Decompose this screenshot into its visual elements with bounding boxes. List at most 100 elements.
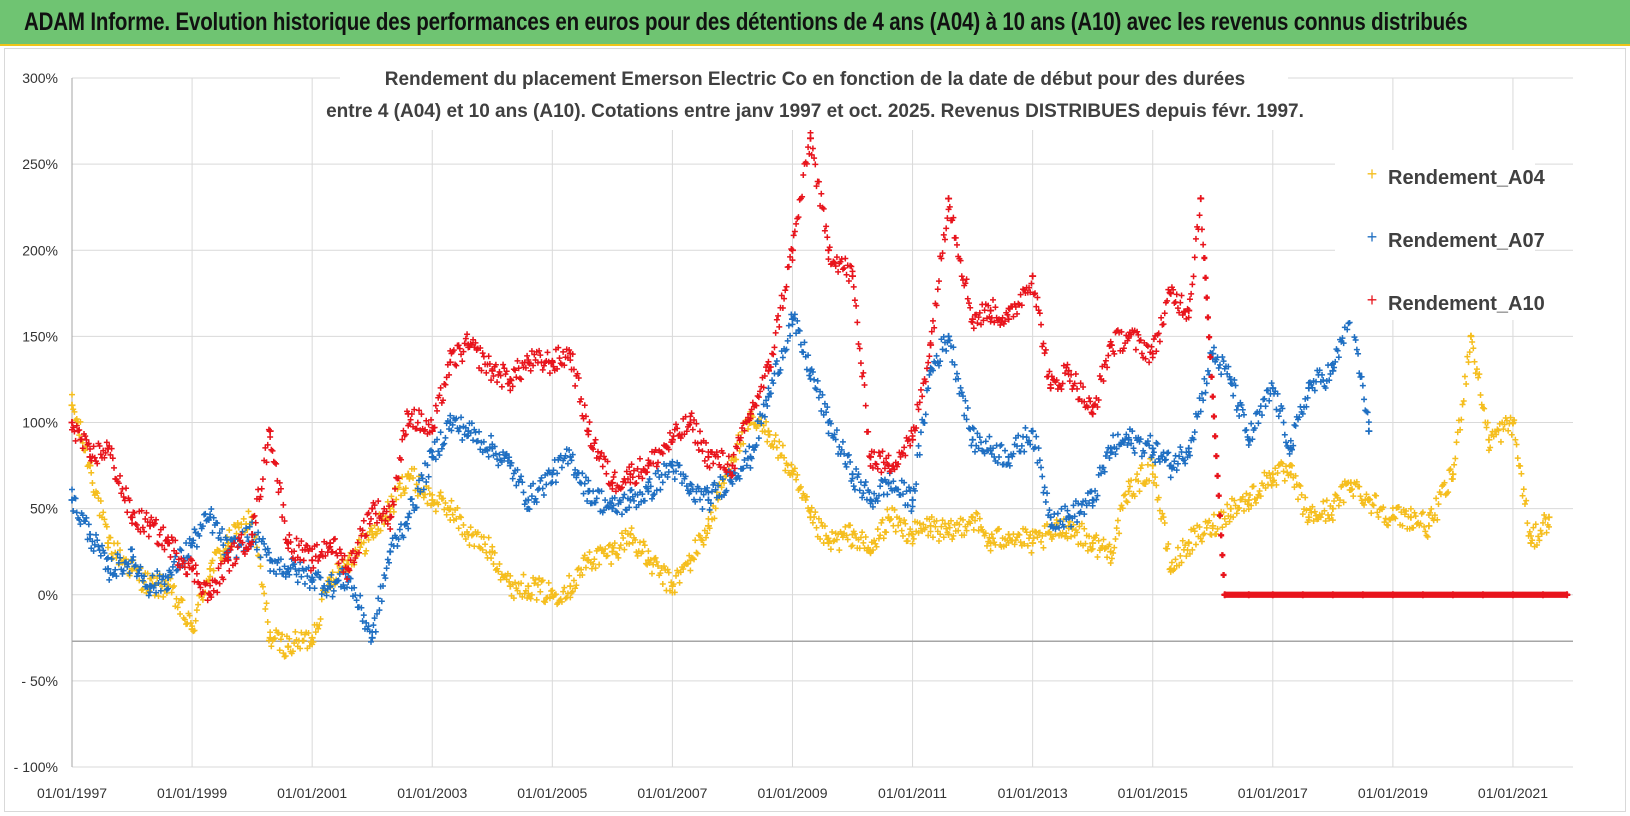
data-mark (1052, 531, 1059, 538)
data-mark (832, 436, 839, 443)
data-mark (255, 529, 262, 536)
data-mark (552, 479, 559, 486)
data-mark (1214, 472, 1221, 479)
data-mark (955, 375, 962, 382)
data-mark (850, 483, 857, 490)
data-mark (351, 584, 358, 591)
data-mark (1523, 497, 1530, 504)
data-mark (849, 542, 856, 549)
data-mark (516, 375, 523, 382)
data-mark (701, 457, 708, 464)
data-mark (1064, 535, 1071, 542)
data-mark (927, 528, 934, 535)
data-mark (1101, 546, 1108, 553)
data-mark (418, 472, 425, 479)
data-mark (721, 492, 728, 499)
data-mark (89, 480, 96, 487)
data-mark (839, 534, 846, 541)
data-mark (899, 532, 906, 539)
data-mark (659, 581, 666, 588)
data-mark (1191, 528, 1198, 535)
data-mark (1243, 490, 1250, 497)
data-mark (252, 519, 259, 526)
data-mark (113, 573, 120, 580)
data-mark (581, 552, 588, 559)
data-mark (375, 595, 382, 602)
data-mark (153, 589, 160, 596)
data-mark (1064, 507, 1071, 514)
data-mark (449, 511, 456, 518)
data-mark (1272, 465, 1279, 472)
data-mark (640, 538, 647, 545)
data-mark (704, 530, 711, 537)
legend-label-a10: Rendement_A10 (1388, 293, 1545, 315)
data-mark (257, 563, 264, 570)
data-mark (381, 572, 388, 579)
data-mark (1367, 496, 1374, 503)
data-mark (520, 571, 527, 578)
data-mark (494, 379, 501, 386)
data-mark (639, 491, 646, 498)
data-mark (157, 587, 164, 594)
data-mark (1016, 531, 1023, 538)
data-mark (1419, 509, 1426, 516)
x-tick-label: 01/01/1997 (37, 785, 107, 801)
data-mark (468, 420, 475, 427)
data-mark (1196, 524, 1203, 531)
data-mark (370, 622, 377, 629)
data-mark (769, 377, 776, 384)
data-mark (1107, 338, 1114, 345)
data-point (1365, 427, 1373, 435)
data-mark (496, 561, 503, 568)
data-mark (1190, 273, 1197, 280)
data-mark (648, 570, 655, 577)
data-mark (688, 410, 695, 417)
data-mark (300, 637, 307, 644)
data-mark (884, 506, 891, 513)
data-point (1125, 487, 1133, 495)
data-mark (895, 522, 902, 529)
data-mark (273, 570, 280, 577)
data-mark (815, 394, 822, 401)
data-mark (1302, 494, 1309, 501)
data-mark (485, 353, 492, 360)
data-mark (209, 529, 216, 536)
data-mark (776, 369, 783, 376)
data-mark (978, 439, 985, 446)
data-mark (328, 571, 335, 578)
data-mark (928, 513, 935, 520)
x-tick-label: 01/01/2021 (1478, 785, 1548, 801)
data-mark (396, 480, 403, 487)
data-mark (718, 484, 725, 491)
data-mark (548, 480, 555, 487)
data-mark (790, 314, 797, 321)
data-mark (1518, 470, 1525, 477)
data-mark (782, 347, 789, 354)
data-mark (620, 494, 627, 501)
data-mark (959, 393, 966, 400)
data-mark (1256, 488, 1263, 495)
data-mark (1192, 541, 1199, 548)
data-mark (1519, 492, 1526, 499)
data-mark (167, 554, 174, 561)
data-mark (901, 479, 908, 486)
data-mark (423, 478, 430, 485)
data-mark (1197, 195, 1204, 202)
data-mark (387, 525, 394, 532)
data-mark (178, 547, 185, 554)
data-mark (610, 474, 617, 481)
data-mark (590, 561, 597, 568)
data-mark (809, 368, 816, 375)
data-mark (853, 466, 860, 473)
data-mark (147, 589, 154, 596)
data-mark (1545, 523, 1552, 530)
data-mark (908, 508, 915, 515)
data-mark (766, 431, 773, 438)
data-mark (787, 332, 794, 339)
data-mark (323, 592, 330, 599)
data-mark (286, 531, 293, 538)
data-mark (843, 532, 850, 539)
data-mark (406, 510, 413, 517)
data-mark (1177, 299, 1184, 306)
data-mark (940, 333, 947, 340)
